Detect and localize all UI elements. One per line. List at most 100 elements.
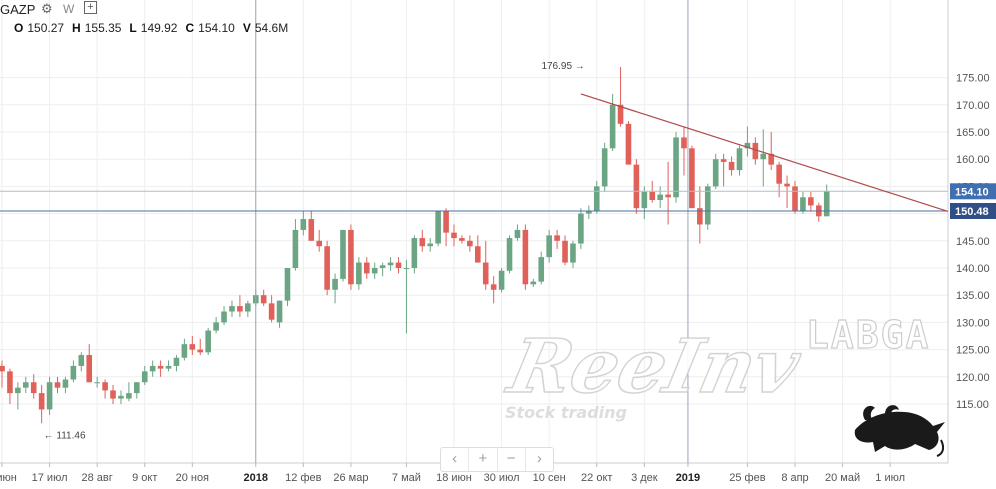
ohlcv-key-v: V: [242, 21, 251, 35]
candle-down: [316, 240, 322, 247]
ohlcv-key-c: C: [185, 21, 195, 35]
candle-down: [268, 303, 275, 320]
time-axis: 5 июн 17 июл 28 авг 9 окт 20 ноя 2018 12 фев 26…: [0, 462, 948, 484]
candle-down: [443, 210, 449, 233]
trend-line: [580, 93, 949, 212]
candle-up: [530, 281, 537, 285]
low-annotation: ← 111.46: [44, 430, 86, 441]
y-tick-label: 165.00: [956, 127, 990, 139]
candle-up: [205, 330, 211, 353]
x-tick-label: 20 ноя: [176, 472, 209, 484]
candle-down: [776, 164, 782, 184]
x-tick-label: 25 фев: [729, 472, 765, 484]
x-tick-label: 3 дек: [631, 472, 658, 484]
last-close-price-label: 154.10: [955, 186, 989, 198]
ohlcv-value-v: 54.6M: [254, 21, 289, 35]
candle-up: [149, 365, 156, 372]
candle-down: [419, 238, 426, 247]
candle-up: [173, 357, 180, 366]
scroll-right-button[interactable]: ›: [536, 450, 542, 467]
y-tick-label: 120.00: [956, 372, 990, 384]
candle-up: [118, 395, 124, 399]
candle-up: [673, 137, 679, 198]
candle-up: [506, 238, 513, 271]
add-indicator-icon[interactable]: +: [84, 1, 97, 14]
candle-up: [94, 382, 100, 384]
x-tick-label: 12 фев: [285, 472, 321, 484]
candle-down: [0, 365, 5, 372]
candle-down: [649, 191, 656, 200]
x-tick-label: 17 июл: [32, 472, 68, 484]
candle-down: [324, 246, 330, 290]
timeframe-button[interactable]: W: [63, 2, 75, 16]
ohlcv-value-l: 149.92: [140, 21, 178, 35]
candle-down: [697, 208, 703, 225]
candle-up: [800, 197, 806, 211]
candles: [0, 66, 830, 424]
candle-up: [498, 270, 505, 290]
x-tick-label: 2018: [244, 472, 268, 484]
candle-down: [562, 240, 568, 263]
candle-up: [15, 387, 21, 394]
candle-down: [395, 262, 402, 268]
x-tick-label: 20 май: [825, 472, 860, 484]
candle-down: [363, 262, 370, 274]
candle-up: [221, 311, 227, 323]
y-tick-label: 115.00: [956, 399, 989, 411]
candle-up: [46, 382, 53, 410]
ohlcv-legend: O 150.27 H 155.35 L 149.92 C 154.10 V 54.6M: [0, 21, 288, 35]
ohlcv-key-o: O: [14, 21, 24, 35]
candle-up: [213, 322, 219, 331]
candle-up: [411, 238, 418, 268]
candle-down: [633, 164, 640, 209]
ohlcv-value-c: 154.10: [198, 21, 235, 35]
candle-down: [459, 238, 465, 241]
candle-up: [736, 148, 743, 171]
x-tick-label: 9 окт: [132, 472, 157, 484]
candle-up: [641, 191, 648, 209]
candle-down: [467, 240, 473, 247]
candle-down: [308, 219, 315, 241]
x-tick-label: 8 апр: [781, 472, 808, 484]
candle-up: [823, 191, 830, 217]
zoom-out-button[interactable]: −: [498, 448, 526, 471]
candle-up: [300, 219, 307, 230]
symbol-label[interactable]: GAZP: [0, 2, 36, 17]
candle-down: [768, 153, 775, 165]
y-tick-label: 130.00: [956, 317, 990, 329]
candle-up: [22, 382, 29, 388]
chart-header: GAZP ⚙ W +: [0, 0, 996, 18]
scroll-left-button[interactable]: ‹: [441, 448, 470, 471]
candle-down: [792, 186, 798, 211]
candle-up: [276, 300, 283, 323]
candle-down: [617, 104, 624, 124]
candle-down: [260, 295, 267, 304]
candle-up: [427, 243, 434, 247]
candle-down: [625, 123, 632, 165]
candle-up: [546, 235, 552, 258]
candle-up: [435, 210, 441, 244]
y-tick-label: 135.00: [956, 290, 990, 302]
candle-up: [70, 365, 77, 380]
y-tick-label: 140.00: [956, 263, 990, 275]
candle-down: [237, 306, 243, 312]
candle-up: [371, 268, 378, 274]
high-annotation: 176.95 →: [541, 61, 584, 72]
candle-down: [197, 349, 204, 353]
candle-down: [665, 194, 671, 198]
zoom-in-button[interactable]: +: [469, 448, 498, 471]
candle-up: [601, 148, 608, 187]
x-tick-label: 2019: [676, 472, 700, 484]
candle-up: [657, 194, 663, 200]
y-tick-label: 160.00: [956, 154, 990, 166]
candle-up: [586, 210, 592, 214]
x-tick-label: 26 мар: [333, 472, 368, 484]
candle-down: [475, 246, 481, 263]
candle-up: [570, 243, 576, 263]
candle-up: [609, 104, 616, 149]
candle-up: [165, 365, 172, 369]
gear-icon[interactable]: ⚙: [41, 1, 53, 16]
candle-down: [38, 393, 45, 410]
candle-up: [181, 344, 188, 358]
